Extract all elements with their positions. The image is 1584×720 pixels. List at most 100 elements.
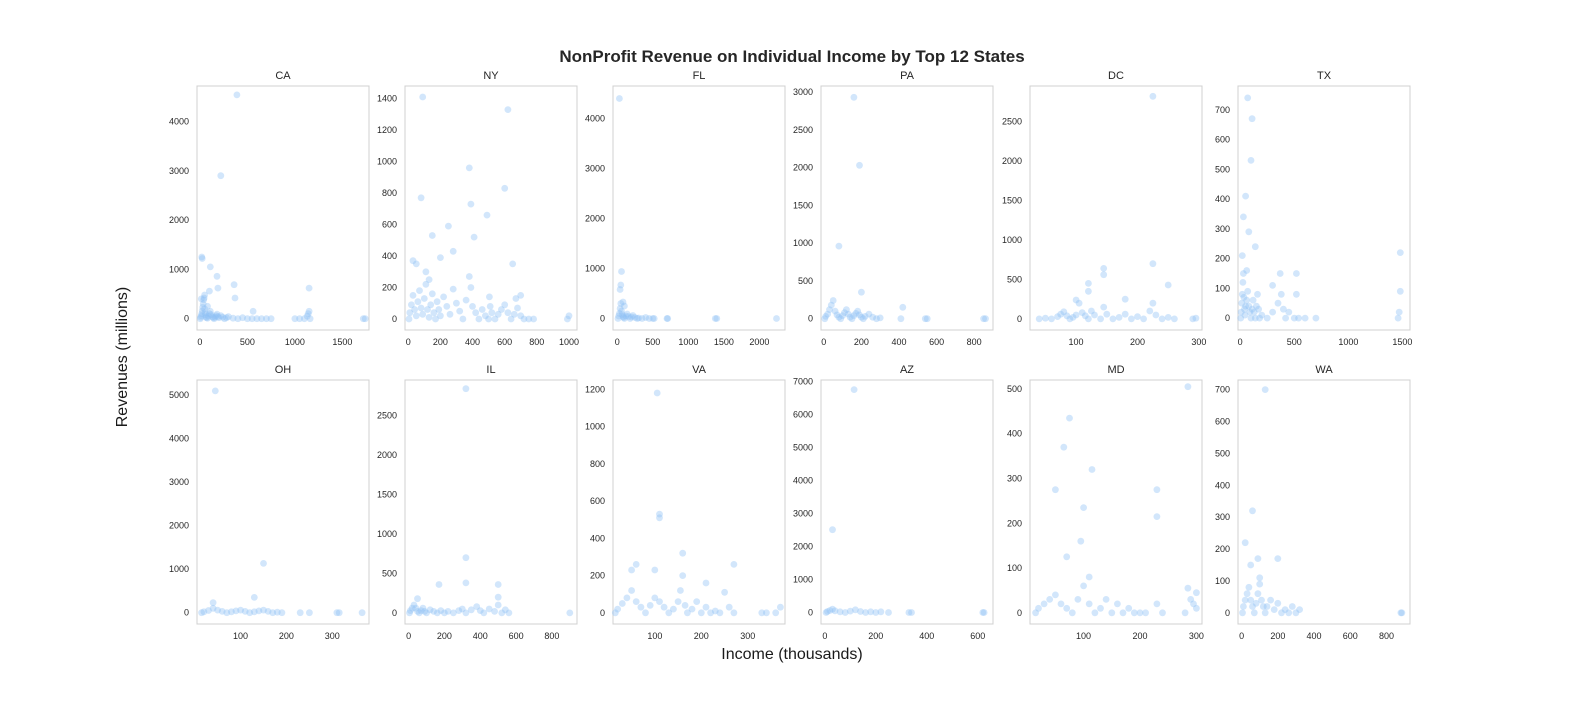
data-point (491, 315, 499, 323)
x-tick-label: 200 (868, 631, 883, 641)
data-point (269, 609, 277, 617)
y-tick-label: 2000 (1002, 156, 1022, 166)
data-point (758, 609, 766, 617)
data-point (306, 609, 313, 617)
data-point (223, 314, 230, 322)
y-tick-label: 1000 (585, 422, 605, 432)
data-point (1243, 267, 1251, 274)
data-point (707, 609, 714, 617)
data-point (1245, 228, 1253, 236)
plot-frame (196, 379, 370, 625)
data-point (1248, 305, 1256, 313)
y-tick-label: 0 (1017, 314, 1022, 324)
y-tick-label: 600 (590, 496, 605, 506)
y-tick-label: 1000 (793, 238, 813, 248)
data-point (1146, 307, 1154, 315)
data-point (221, 315, 229, 323)
x-tick-label: 500 (1287, 337, 1302, 347)
x-tick-label: 400 (1307, 631, 1322, 641)
data-point (660, 603, 668, 611)
y-tick-label: 600 (382, 220, 397, 230)
data-point (852, 310, 860, 317)
data-point (628, 313, 635, 321)
x-tick-label: 0 (406, 631, 411, 641)
data-point (1247, 596, 1255, 604)
data-point (713, 315, 721, 322)
data-point (453, 299, 460, 307)
data-point (1277, 290, 1285, 298)
data-point (702, 603, 710, 611)
data-point (304, 310, 312, 318)
data-point (1282, 314, 1289, 322)
data-point (476, 607, 484, 614)
data-point (213, 272, 221, 280)
data-point (494, 601, 502, 609)
data-point (614, 605, 621, 613)
data-point (215, 314, 223, 322)
data-point (1085, 280, 1092, 287)
subplot-dc: DC 100 200 300 0 500 1000 1500 2000 2500 (1002, 70, 1206, 347)
data-point (665, 609, 673, 617)
data-point (982, 315, 989, 323)
data-point (414, 608, 421, 615)
data-point (1136, 609, 1144, 617)
data-point (846, 313, 854, 321)
x-tick-label: 0 (1239, 631, 1244, 641)
data-point (1109, 315, 1117, 323)
data-point (829, 605, 836, 613)
data-point (267, 315, 275, 323)
data-point (1189, 315, 1197, 323)
data-point (440, 293, 447, 301)
data-point (211, 313, 219, 321)
y-tick-label: 4000 (585, 114, 605, 124)
data-point (467, 606, 475, 614)
data-point (443, 303, 451, 310)
data-point (856, 311, 863, 319)
data-point (1274, 299, 1282, 307)
y-tick-label: 5000 (169, 390, 189, 400)
data-point (498, 306, 505, 313)
data-point (566, 609, 574, 617)
data-point (854, 307, 862, 315)
x-tick-label: 1500 (1392, 337, 1412, 347)
data-point (1267, 596, 1274, 604)
scatter-points (1239, 386, 1406, 617)
data-point (419, 604, 427, 612)
data-point (1153, 600, 1161, 608)
data-point (411, 306, 418, 313)
plot-frame (820, 379, 994, 625)
data-point (473, 603, 481, 610)
y-tick-label: 1000 (377, 157, 397, 167)
scatter-points (1035, 92, 1200, 323)
data-point (414, 298, 422, 306)
data-point (1258, 311, 1266, 319)
data-point (1254, 590, 1262, 598)
data-point (656, 514, 663, 522)
data-point (1080, 504, 1087, 511)
data-point (423, 609, 430, 617)
data-point (204, 314, 211, 322)
data-point (674, 598, 682, 605)
data-point (205, 312, 212, 320)
data-point (465, 273, 473, 280)
y-tick-label: 400 (1215, 194, 1230, 204)
data-point (1057, 600, 1065, 608)
data-point (628, 566, 635, 574)
data-point (278, 609, 286, 617)
data-point (1249, 296, 1257, 304)
y-tick-label: 0 (808, 607, 813, 617)
data-point (1312, 314, 1320, 322)
data-point (1057, 310, 1065, 318)
y-tick-label: 700 (1215, 105, 1230, 115)
x-tick-label: 800 (529, 337, 544, 347)
data-point (763, 609, 770, 617)
data-point (433, 609, 441, 617)
data-point (501, 301, 509, 309)
x-tick-label: 0 (822, 631, 827, 641)
data-point (1184, 584, 1192, 592)
data-point (628, 587, 635, 594)
y-tick-label: 200 (1215, 544, 1230, 554)
data-point (611, 609, 619, 617)
data-point (650, 315, 658, 322)
data-point (1252, 599, 1260, 607)
